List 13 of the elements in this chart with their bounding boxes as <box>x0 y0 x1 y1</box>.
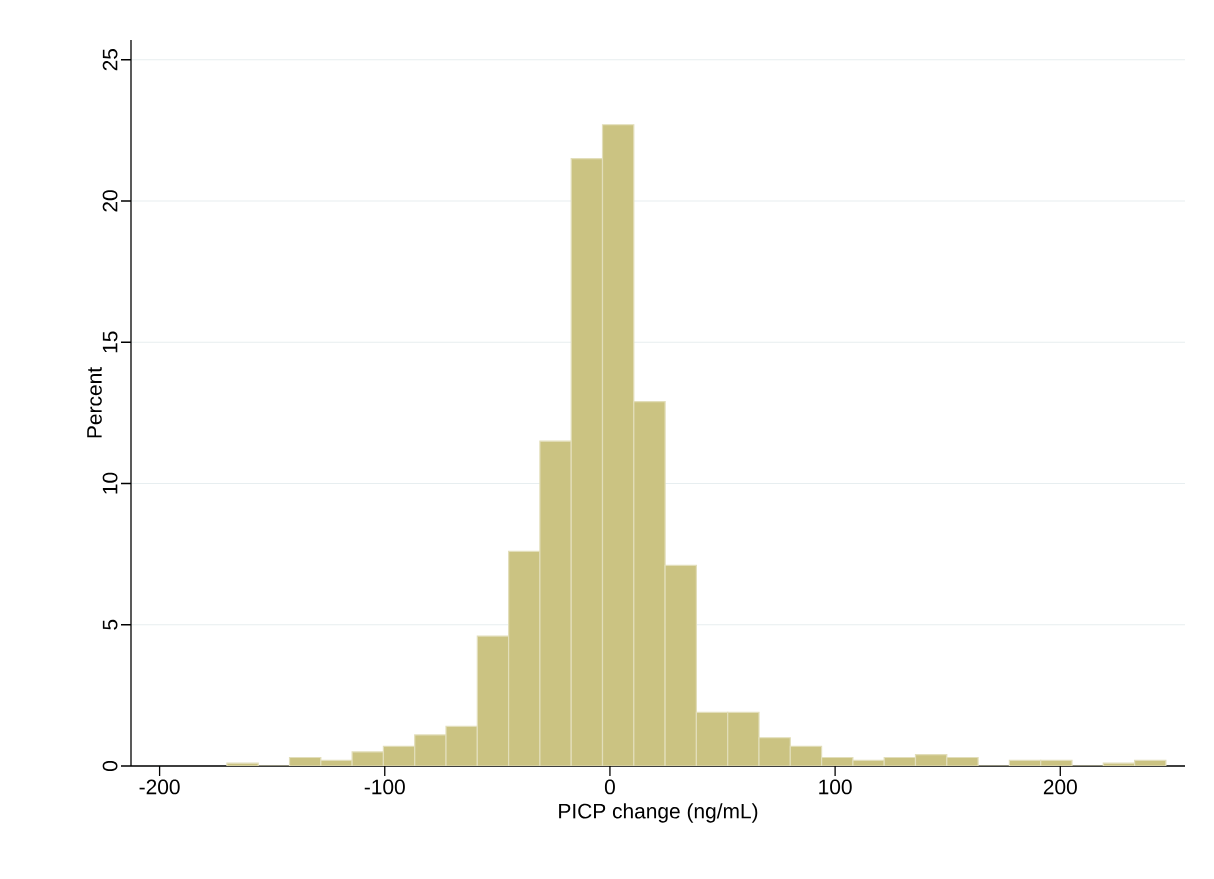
y-tick-label: 20 <box>102 190 118 212</box>
y-tick-label: 10 <box>102 472 118 494</box>
y-tick-label: 25 <box>102 49 118 71</box>
y-tick-label: 15 <box>102 331 118 353</box>
x-tick-label: 0 <box>604 779 615 795</box>
x-tick-label: -200 <box>139 779 180 795</box>
x-tick-label: 200 <box>1043 779 1077 795</box>
y-axis-title: Percent <box>87 367 102 438</box>
x-tick-label: -100 <box>364 779 405 795</box>
x-axis-title: PICP change (ng/mL) <box>559 803 758 823</box>
y-tick-label: 0 <box>102 761 118 772</box>
y-tick-label: 5 <box>102 619 118 630</box>
x-tick-label: 100 <box>819 779 852 795</box>
